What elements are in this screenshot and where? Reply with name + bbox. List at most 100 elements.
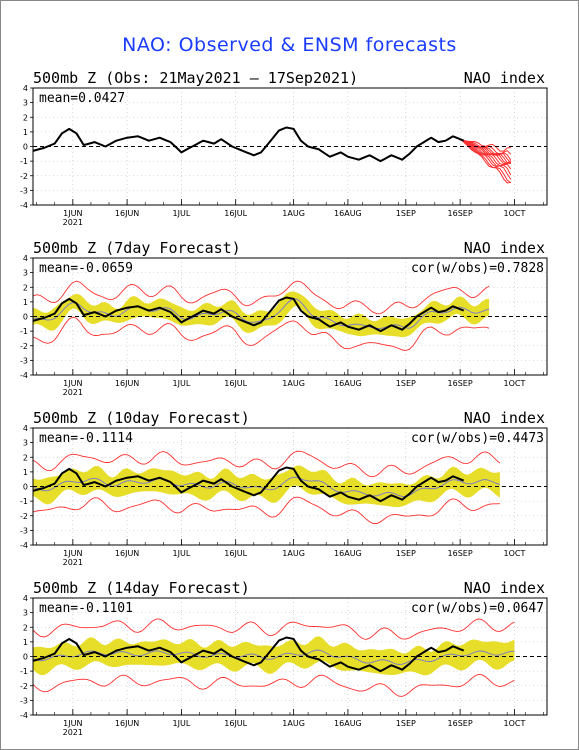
y-tick-label: 4 (23, 254, 28, 263)
observed-nao-line (32, 636, 465, 673)
x-tick-label: 1SEP (396, 719, 416, 728)
panel-3: 4 3 2 1 0 -1 -2 -3 -4 1JUN 16JUN 1JUL 16JUL 1AUG 16AUG… (20, 424, 548, 567)
panel-2-title-left: 500mb Z (7day Forecast) (33, 239, 241, 257)
y-tick-label: 1 (23, 128, 28, 137)
panel-3-title-left: 500mb Z (10day Forecast) (33, 409, 250, 427)
y-tick-label: -1 (20, 157, 28, 166)
panel-3-title-right: NAO index (463, 409, 545, 427)
y-tick-label: -1 (20, 497, 28, 506)
y-tick-label: 0 (23, 143, 28, 152)
x-tick-label: 1AUG (282, 549, 305, 558)
y-tick-label: -2 (20, 682, 28, 691)
x-tick-label: 16AUG (334, 719, 362, 728)
x-tick-label: 16JUL (224, 549, 247, 558)
mean-label: mean=-0.1114 (39, 431, 133, 446)
x-tick-label: 16JUN (115, 719, 139, 728)
x-tick-label: 1AUG (282, 719, 305, 728)
y-tick-label: 2 (23, 623, 28, 632)
y-tick-label: -2 (20, 512, 28, 521)
y-tick-label: -4 (20, 371, 28, 380)
y-tick-label: -3 (20, 526, 28, 535)
x-tick-label: 1JUN (63, 549, 82, 558)
x-tick-label: 1AUG (282, 379, 305, 388)
x-tick-label: 1OCT (503, 549, 525, 558)
x-tick-label: 16SEP (448, 549, 473, 558)
ensemble-max-line (32, 450, 501, 478)
ensemble-max-line (32, 618, 515, 640)
y-tick-label: 2 (23, 453, 28, 462)
panel-4-title-left: 500mb Z (14day Forecast) (33, 579, 250, 597)
y-tick-label: -4 (20, 541, 28, 550)
y-tick-label: 1 (23, 468, 28, 477)
x-tick-label: 16JUL (224, 209, 247, 218)
ensemble-min-line (32, 496, 500, 524)
ensemble-member-line (459, 138, 512, 180)
x-tick-label: 16AUG (334, 209, 362, 218)
observed-nao-line (32, 466, 465, 503)
ensemble-min-line (32, 316, 490, 351)
panel-2: 4 3 2 1 0 -1 -2 -3 -4 1JUN 16JUN 1JUL 16JUL 1AUG 16AUG… (20, 254, 548, 397)
x-tick-label: 1JUL (173, 719, 191, 728)
x-tick-label: 16SEP (448, 209, 473, 218)
ensemble-member-line (459, 138, 511, 165)
correlation-label: cor(w/obs)=0.7828 (411, 261, 544, 276)
y-tick-label: 2 (23, 283, 28, 292)
y-tick-label: 4 (23, 424, 28, 433)
ensemble-max-line (32, 280, 490, 315)
y-tick-label: 1 (23, 298, 28, 307)
x-tick-label: 1SEP (396, 209, 416, 218)
x-tick-label: 1JUL (173, 379, 191, 388)
mean-label: mean=0.0427 (39, 91, 125, 106)
panel-1: 4 3 2 1 0 -1 -2 -3 -4 1JUN 16JUN 1JUL 16JUL 1AUG 16AUG… (20, 84, 548, 227)
x-tick-label: 1JUL (173, 549, 191, 558)
y-tick-label: -3 (20, 356, 28, 365)
y-tick-label: 4 (23, 594, 28, 603)
panel-2-title-right: NAO index (463, 239, 545, 257)
x-tick-label: 1OCT (503, 719, 525, 728)
y-tick-label: 4 (23, 84, 28, 93)
x-year-label: 2021 (63, 218, 83, 227)
y-tick-label: 3 (23, 99, 28, 108)
x-tick-label: 1SEP (396, 379, 416, 388)
correlation-label: cor(w/obs)=0.4473 (411, 431, 544, 446)
y-tick-label: 0 (23, 313, 28, 322)
observed-nao-line (32, 126, 465, 163)
ensemble-member-line (459, 138, 512, 183)
y-tick-label: -4 (20, 711, 28, 720)
x-tick-label: 16SEP (448, 719, 473, 728)
x-tick-label: 16SEP (448, 379, 473, 388)
panel-1-title-left: 500mb Z (Obs: 21May2021 – 17Sep2021) (33, 69, 359, 87)
panel-4-title-right: NAO index (463, 579, 545, 597)
x-tick-label: 16JUL (224, 379, 247, 388)
ensemble-spread-band (33, 291, 490, 338)
observed-nao-line (32, 296, 465, 333)
y-tick-label: 3 (23, 439, 28, 448)
x-year-label: 2021 (63, 388, 83, 397)
x-year-label: 2021 (63, 728, 83, 737)
x-tick-label: 1JUN (63, 379, 82, 388)
ensemble-mean-line (32, 649, 515, 666)
y-tick-label: 2 (23, 113, 28, 122)
y-tick-label: -4 (20, 201, 28, 210)
y-tick-label: -3 (20, 186, 28, 195)
x-tick-label: 16AUG (334, 549, 362, 558)
x-tick-label: 1OCT (503, 209, 525, 218)
x-year-label: 2021 (63, 558, 83, 567)
y-tick-label: -2 (20, 172, 28, 181)
y-tick-label: -1 (20, 667, 28, 676)
x-tick-label: 16JUN (115, 209, 139, 218)
y-tick-label: 3 (23, 609, 28, 618)
mean-label: mean=-0.0659 (39, 261, 133, 276)
x-tick-label: 1OCT (503, 379, 525, 388)
ensemble-min-line (32, 674, 515, 697)
y-tick-label: -3 (20, 696, 28, 705)
x-tick-label: 1SEP (396, 549, 416, 558)
y-tick-label: 3 (23, 269, 28, 278)
correlation-label: cor(w/obs)=0.0647 (411, 601, 544, 616)
x-tick-label: 16JUN (115, 549, 139, 558)
x-tick-label: 16JUL (224, 719, 247, 728)
figure-title: NAO: Observed & ENSM forecasts (122, 34, 457, 56)
x-tick-label: 1JUN (63, 719, 82, 728)
mean-label: mean=-0.1101 (39, 601, 133, 616)
